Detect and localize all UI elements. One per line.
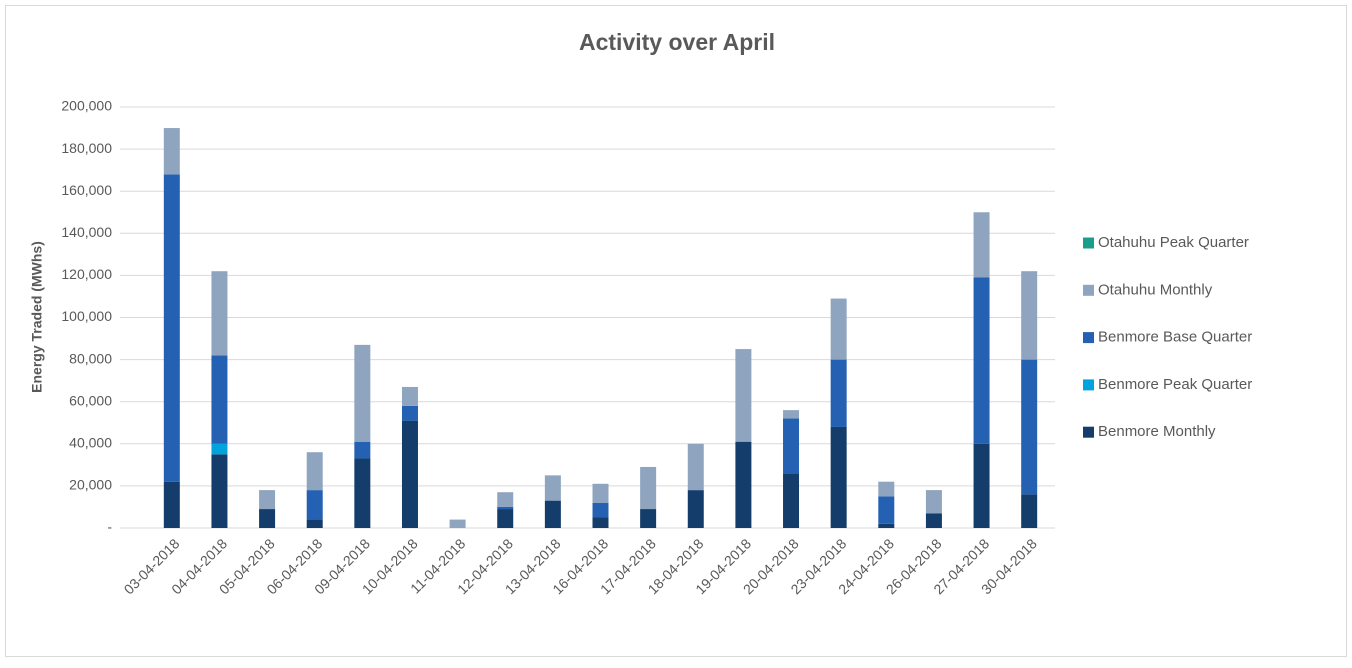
- bar-segment: [211, 271, 228, 356]
- legend-swatch: [1083, 379, 1094, 391]
- bar-segment: [783, 473, 800, 528]
- bar-segment: [1021, 359, 1038, 495]
- legend-swatch: [1083, 237, 1094, 249]
- bar-segment: [925, 490, 942, 514]
- y-tick-label: 200,000: [61, 98, 112, 114]
- bar-segment: [592, 517, 609, 528]
- y-tick-label: 40,000: [69, 435, 112, 451]
- bar-segment: [354, 441, 371, 459]
- bar-segment: [259, 509, 276, 528]
- y-tick-label: -: [107, 519, 112, 535]
- legend-label: Benmore Monthly: [1098, 423, 1216, 440]
- bar-segment: [592, 502, 609, 518]
- bar-segment: [687, 490, 704, 528]
- y-tick-label: 20,000: [69, 477, 112, 493]
- y-tick-label: 180,000: [61, 140, 112, 156]
- bar-segment: [354, 458, 371, 528]
- y-tick-label: 100,000: [61, 308, 112, 324]
- bar-segment: [211, 454, 228, 528]
- legend-label: Otahuhu Peak Quarter: [1098, 234, 1249, 251]
- legend-label: Benmore Peak Quarter: [1098, 376, 1252, 393]
- chart-title: Activity over April: [579, 29, 775, 55]
- bar-segment: [211, 355, 228, 444]
- y-axis-title: Energy Traded (MWhs): [29, 241, 45, 393]
- bar-segment: [878, 496, 895, 524]
- legend-swatch: [1083, 332, 1094, 344]
- bar-segment: [1021, 271, 1038, 360]
- bar-segment: [211, 443, 228, 455]
- bar-segment: [735, 349, 752, 442]
- bar-segment: [878, 481, 895, 497]
- bar-segment: [735, 441, 752, 528]
- bar-segment: [259, 490, 276, 510]
- bar-segment: [973, 212, 990, 278]
- bar-segment: [306, 519, 323, 528]
- y-tick-label: 140,000: [61, 224, 112, 240]
- bar-segment: [449, 519, 466, 528]
- bar-segment: [640, 466, 657, 510]
- legend-swatch: [1083, 284, 1094, 296]
- bar-segment: [544, 500, 561, 528]
- bar-segment: [687, 443, 704, 491]
- bar-segment: [163, 128, 180, 175]
- y-tick-label: 120,000: [61, 266, 112, 282]
- bar-segment: [878, 523, 895, 528]
- bar-segment: [830, 298, 847, 360]
- bar-segment: [163, 174, 180, 482]
- bar-segment: [640, 509, 657, 528]
- bar-segment: [497, 492, 514, 507]
- bar-segment: [401, 420, 418, 528]
- legend-swatch: [1083, 426, 1094, 438]
- bar-segment: [544, 475, 561, 501]
- legend-label: Otahuhu Monthly: [1098, 281, 1213, 298]
- bar-segment: [401, 405, 418, 421]
- bar-segment: [592, 483, 609, 503]
- bar-segment: [830, 426, 847, 528]
- bar-segment: [497, 506, 514, 510]
- bar-segment: [973, 277, 990, 444]
- bar-segment: [163, 481, 180, 528]
- bar-segment: [497, 509, 514, 528]
- y-tick-label: 160,000: [61, 182, 112, 198]
- y-tick-label: 60,000: [69, 392, 112, 408]
- bar-segment: [354, 344, 371, 442]
- bar-segment: [925, 513, 942, 528]
- bar-segment: [306, 452, 323, 491]
- bar-segment: [783, 418, 800, 474]
- bar-segment: [973, 443, 990, 528]
- legend-label: Benmore Base Quarter: [1098, 329, 1252, 346]
- bar-segment: [306, 490, 323, 520]
- bar-segment: [783, 410, 800, 419]
- y-tick-label: 80,000: [69, 350, 112, 366]
- bar-segment: [401, 386, 418, 406]
- bar-segment: [1021, 494, 1038, 528]
- bar-segment: [830, 359, 847, 427]
- chart-border: [5, 5, 1347, 657]
